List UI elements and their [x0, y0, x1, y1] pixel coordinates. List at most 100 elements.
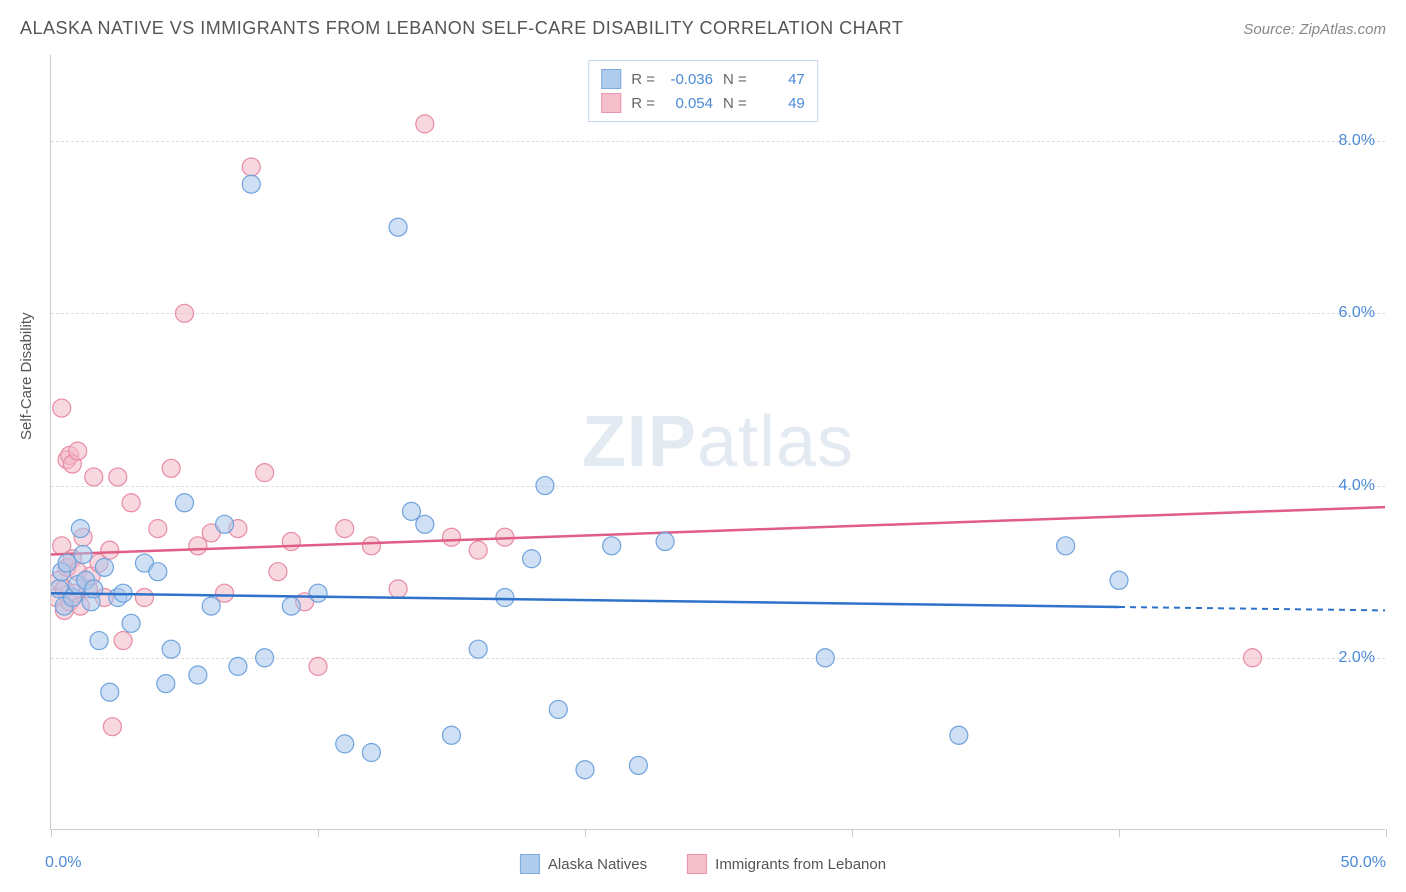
data-point-a	[71, 520, 89, 538]
x-tick-label-max: 50.0%	[1341, 854, 1386, 872]
n-label-b: N =	[723, 95, 747, 112]
data-point-a	[402, 502, 420, 520]
data-point-a	[95, 558, 113, 576]
r-value-a: -0.036	[665, 71, 713, 88]
n-value-b: 49	[757, 95, 805, 112]
data-point-a	[629, 756, 647, 774]
n-value-a: 47	[757, 71, 805, 88]
data-point-a	[202, 597, 220, 615]
data-point-a	[603, 537, 621, 555]
data-point-b	[336, 520, 354, 538]
data-point-a	[256, 649, 274, 667]
data-point-a	[469, 640, 487, 658]
x-tick	[852, 829, 853, 837]
data-point-b	[469, 541, 487, 559]
data-point-b	[256, 464, 274, 482]
y-axis-title: Self-Care Disability	[18, 312, 35, 440]
data-point-b	[443, 528, 461, 546]
data-point-a	[549, 700, 567, 718]
data-point-b	[162, 459, 180, 477]
data-point-b	[189, 537, 207, 555]
data-point-a	[389, 218, 407, 236]
data-point-b	[101, 541, 119, 559]
series-b-name: Immigrants from Lebanon	[715, 856, 886, 873]
data-point-a	[74, 545, 92, 563]
data-point-a	[656, 533, 674, 551]
data-point-a	[149, 563, 167, 581]
legend-item-a: Alaska Natives	[520, 854, 647, 874]
r-value-b: 0.054	[665, 95, 713, 112]
data-point-a	[336, 735, 354, 753]
x-tick	[1119, 829, 1120, 837]
data-point-b	[282, 533, 300, 551]
data-point-a	[122, 614, 140, 632]
series-a-name: Alaska Natives	[548, 856, 647, 873]
data-point-b	[114, 632, 132, 650]
legend-stats-row-b: R = 0.054 N = 49	[601, 91, 805, 115]
data-point-a	[85, 580, 103, 598]
data-point-b	[109, 468, 127, 486]
plot-area: ZIPatlas 2.0%4.0%6.0%8.0%	[50, 55, 1385, 830]
data-point-a	[189, 666, 207, 684]
x-tick-label-min: 0.0%	[45, 854, 81, 872]
data-point-b	[69, 442, 87, 460]
trend-line-dashed-a	[1119, 607, 1385, 610]
data-point-b	[269, 563, 287, 581]
data-point-a	[536, 477, 554, 495]
chart-title: ALASKA NATIVE VS IMMIGRANTS FROM LEBANON…	[20, 18, 903, 39]
data-point-a	[496, 589, 514, 607]
data-point-b	[149, 520, 167, 538]
source-attribution: Source: ZipAtlas.com	[1243, 21, 1386, 38]
data-point-a	[176, 494, 194, 512]
data-point-b	[103, 718, 121, 736]
data-point-b	[389, 580, 407, 598]
x-tick	[1386, 829, 1387, 837]
r-label-b: R =	[631, 95, 655, 112]
data-point-b	[53, 399, 71, 417]
data-point-b	[122, 494, 140, 512]
data-point-b	[362, 537, 380, 555]
data-point-a	[523, 550, 541, 568]
legend-series: Alaska Natives Immigrants from Lebanon	[520, 854, 886, 874]
data-point-a	[229, 657, 247, 675]
data-point-a	[1057, 537, 1075, 555]
chart-svg	[51, 55, 1385, 829]
swatch-series-a	[601, 69, 621, 89]
data-point-a	[90, 632, 108, 650]
x-tick	[318, 829, 319, 837]
data-point-b	[135, 589, 153, 607]
data-point-a	[950, 726, 968, 744]
x-tick	[51, 829, 52, 837]
data-point-b	[309, 657, 327, 675]
swatch-series-b	[601, 93, 621, 113]
data-point-a	[216, 515, 234, 533]
data-point-b	[416, 115, 434, 133]
swatch-series-b-bottom	[687, 854, 707, 874]
data-point-b	[1244, 649, 1262, 667]
trend-line-b	[51, 507, 1385, 554]
data-point-a	[816, 649, 834, 667]
data-point-a	[58, 554, 76, 572]
data-point-a	[1110, 571, 1128, 589]
data-point-b	[85, 468, 103, 486]
r-label-a: R =	[631, 71, 655, 88]
x-tick	[585, 829, 586, 837]
legend-item-b: Immigrants from Lebanon	[687, 854, 886, 874]
data-point-a	[362, 744, 380, 762]
data-point-b	[242, 158, 260, 176]
swatch-series-a-bottom	[520, 854, 540, 874]
data-point-a	[101, 683, 119, 701]
n-label-a: N =	[723, 71, 747, 88]
legend-stats-row-a: R = -0.036 N = 47	[601, 67, 805, 91]
data-point-a	[416, 515, 434, 533]
source-prefix: Source:	[1243, 21, 1299, 38]
data-point-a	[576, 761, 594, 779]
data-point-a	[309, 584, 327, 602]
legend-stats: R = -0.036 N = 47 R = 0.054 N = 49	[588, 60, 818, 122]
data-point-a	[242, 175, 260, 193]
data-point-a	[162, 640, 180, 658]
data-point-a	[157, 675, 175, 693]
data-point-a	[282, 597, 300, 615]
data-point-b	[176, 304, 194, 322]
source-name: ZipAtlas.com	[1299, 21, 1386, 38]
